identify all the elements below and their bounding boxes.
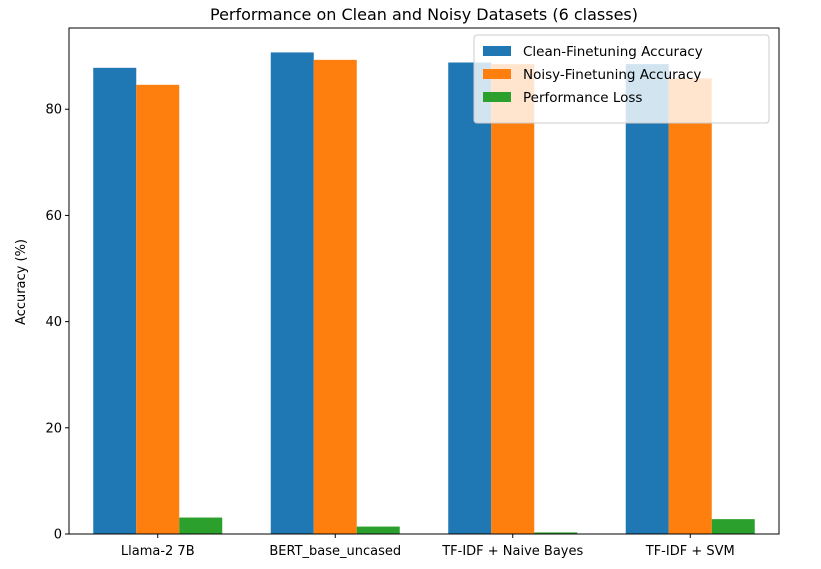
bar-3-2: [356, 526, 400, 534]
bar-2-4: [668, 78, 712, 535]
axes-group: 0 20 40 60 80 Llama-2 7B BERT_base_uncased TF-I…: [45, 27, 780, 559]
y-tick-label: 20: [45, 421, 62, 436]
bar-3-3: [534, 532, 578, 534]
chart-title: Performance on Clean and Noisy Datasets …: [210, 5, 638, 24]
bar-2-2: [313, 59, 357, 534]
bar-2-3: [491, 64, 535, 535]
legend-swatch: [483, 69, 511, 79]
bar-1-1: [93, 67, 137, 534]
x-tick-label: TF-IDF + Naive Bayes: [441, 544, 583, 559]
legend: Clean-Finetuning Accuracy Noisy-Finetunin…: [473, 34, 770, 124]
legend-label: Performance Loss: [523, 90, 642, 106]
bar-1-2: [270, 52, 314, 535]
x-tick-label: BERT_base_uncased: [269, 544, 401, 559]
x-tick-label: TF-IDF + SVM: [645, 544, 735, 559]
bar-3-4: [711, 519, 755, 534]
legend-swatch: [483, 92, 511, 102]
bar-1-3: [448, 62, 492, 535]
bar-2-1: [136, 84, 180, 535]
bar-3-1: [179, 517, 223, 534]
legend-label: Clean-Finetuning Accuracy: [523, 44, 703, 60]
bars-group: [93, 52, 755, 535]
y-axis-label: Accuracy (%): [14, 239, 29, 325]
bar-1-4: [625, 64, 669, 535]
y-tick-label: 60: [45, 209, 62, 224]
y-tick-label: 0: [54, 528, 62, 543]
x-tick-label: Llama-2 7B: [121, 544, 195, 559]
legend-swatch: [483, 46, 511, 56]
y-tick-label: 40: [45, 315, 62, 330]
plot-frame: [68, 27, 780, 535]
legend-label: Noisy-Finetuning Accuracy: [523, 67, 701, 83]
y-tick-label: 80: [45, 103, 62, 118]
legend-box: [473, 34, 770, 124]
